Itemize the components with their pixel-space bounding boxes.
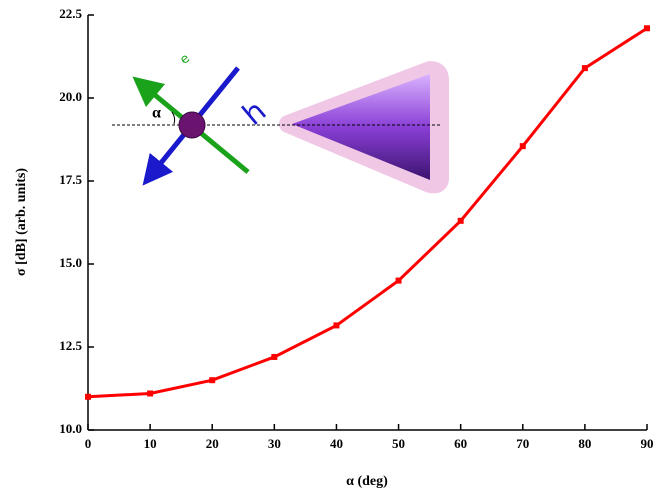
y-tick-label: 22.5	[59, 6, 82, 21]
x-tick-label: 30	[268, 436, 281, 451]
x-tick-label: 90	[641, 436, 654, 451]
data-point	[147, 390, 153, 396]
annotation: h	[236, 94, 273, 133]
data-point	[520, 143, 526, 149]
data-point	[582, 65, 588, 71]
inset-illustration	[112, 68, 440, 184]
annotation: e	[177, 51, 193, 68]
y-tick-label: 20.0	[59, 89, 82, 104]
x-tick-label: 60	[454, 436, 467, 451]
data-point	[333, 322, 339, 328]
y-tick-label: 15.0	[59, 255, 82, 270]
annotation: α	[152, 105, 161, 122]
data-point	[85, 394, 91, 400]
y-tick-label: 10.0	[59, 421, 82, 436]
y-tick-label: 17.5	[59, 172, 82, 187]
x-tick-label: 20	[206, 436, 219, 451]
chart: e h α α (deg) σ [dB] (arb. units) 10.0 12…	[0, 0, 667, 496]
x-tick-label: 50	[392, 436, 405, 451]
x-tick-label: 70	[516, 436, 529, 451]
y-axis-label: σ [dB] (arb. units)	[14, 168, 29, 276]
data-line	[88, 28, 647, 397]
data-point	[644, 25, 650, 31]
x-axis-label: α (deg)	[346, 474, 388, 489]
x-tick-label: 80	[578, 436, 591, 451]
data-point	[458, 218, 464, 224]
data-point	[396, 278, 402, 284]
data-point	[209, 377, 215, 383]
x-tick-label: 0	[85, 436, 92, 451]
data-point	[271, 354, 277, 360]
x-tick-label: 10	[144, 436, 157, 451]
y-tick-label: 12.5	[59, 338, 82, 353]
x-tick-label: 40	[330, 436, 343, 451]
